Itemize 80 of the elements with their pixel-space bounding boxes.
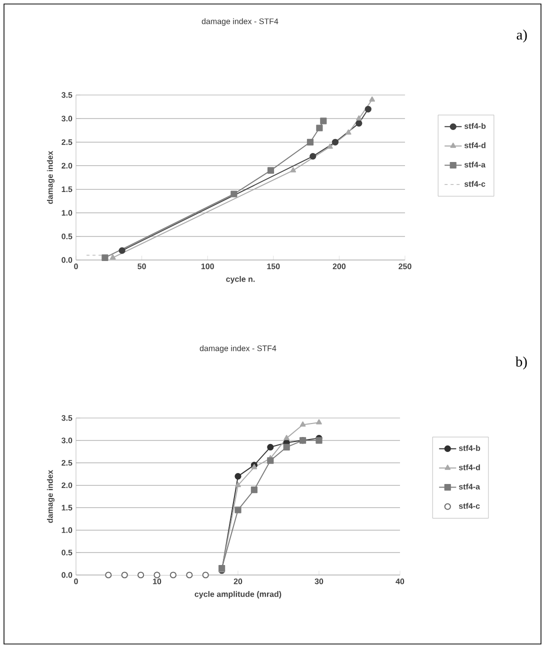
point — [234, 473, 242, 480]
y-tick-label: 0.5 — [62, 550, 72, 556]
legend-label: stf4-b — [464, 122, 486, 129]
x-tick-label: 100 — [201, 264, 214, 270]
x-tick-label: 0 — [74, 578, 78, 584]
point — [170, 572, 176, 578]
legend-label: stf4-d — [464, 142, 486, 148]
point — [121, 572, 128, 578]
point — [356, 115, 362, 120]
y-tick-label: 3.0 — [62, 116, 72, 122]
point — [284, 434, 290, 440]
legend-label: stf4-a — [458, 484, 480, 490]
y-tick-label: 0.0 — [62, 257, 72, 263]
point — [316, 124, 323, 132]
legend-label: stf4-a — [464, 162, 486, 168]
point — [251, 464, 258, 470]
legend-label: stf4-d — [458, 464, 480, 470]
text: a) — [516, 29, 527, 43]
y-tick-label: 2.5 — [62, 139, 72, 145]
point — [332, 138, 339, 146]
point — [230, 190, 238, 198]
y-tick-label: 3.0 — [62, 438, 72, 444]
point — [118, 247, 126, 254]
point — [267, 167, 274, 174]
point — [250, 486, 258, 494]
chart-title: damage index - STF4 — [202, 18, 278, 26]
point — [364, 106, 372, 112]
point — [316, 437, 322, 444]
y-tick-label: 2.5 — [62, 460, 72, 466]
y-tick-label: 2.0 — [62, 482, 72, 488]
point — [306, 138, 314, 146]
point — [327, 144, 333, 149]
point — [300, 421, 306, 427]
point — [102, 254, 108, 261]
x-tick-label: 10 — [153, 578, 162, 584]
point — [105, 572, 112, 578]
y-tick-label: 1.5 — [62, 504, 72, 510]
x-tick-label: 40 — [396, 578, 404, 584]
legend-label: stf4-c — [458, 502, 480, 509]
point — [356, 120, 362, 127]
x-tick-label: 200 — [332, 264, 346, 270]
y-tick-label: 1.5 — [62, 186, 72, 192]
x-tick-label: 0 — [74, 264, 78, 270]
point — [110, 254, 116, 260]
y-tick-label: 1.0 — [62, 210, 72, 216]
y-axis-title: damage index — [46, 150, 54, 204]
point — [235, 482, 241, 488]
point — [267, 444, 274, 450]
point — [234, 506, 242, 514]
point — [283, 444, 290, 450]
y-axis-title: damage index — [46, 470, 54, 523]
y-tick-label: 3.5 — [62, 415, 72, 421]
point — [316, 419, 322, 424]
point — [218, 564, 226, 572]
x-axis-title: cycle n. — [226, 276, 255, 284]
point — [154, 572, 160, 578]
legend-label: stf4-b — [458, 445, 480, 451]
y-tick-label: 1.0 — [62, 527, 72, 533]
x-tick-label: 50 — [138, 264, 146, 270]
point — [137, 572, 144, 578]
x-tick-label: 250 — [398, 264, 412, 270]
point — [345, 129, 352, 135]
point — [290, 167, 296, 172]
point — [186, 572, 193, 578]
x-tick-label: 150 — [267, 264, 280, 270]
y-tick-label: 3.5 — [62, 92, 72, 98]
chart-title: damage index - STF4 — [200, 345, 276, 353]
x-tick-label: 20 — [234, 578, 242, 584]
point — [310, 152, 316, 160]
y-tick-label: 0.0 — [62, 572, 72, 578]
point — [369, 96, 376, 102]
point — [202, 572, 209, 578]
text: b) — [515, 356, 527, 370]
point — [267, 457, 274, 464]
x-tick-label: 30 — [314, 578, 324, 584]
x-axis-title: cycle amplitude (mrad) — [194, 591, 282, 599]
point — [320, 118, 327, 124]
y-tick-label: 0.5 — [62, 234, 72, 240]
legend-label: stf4-c — [464, 180, 486, 187]
y-tick-label: 2.0 — [62, 162, 72, 169]
